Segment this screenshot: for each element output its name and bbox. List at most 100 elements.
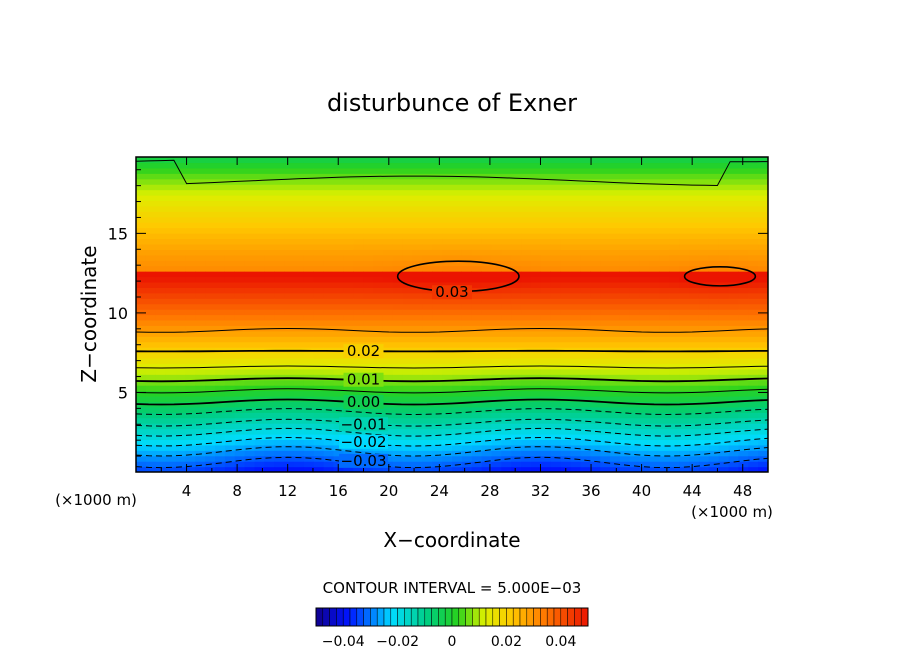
contour-cell [590,200,601,207]
contour-cell [580,412,591,419]
contour-cell [323,455,335,462]
contour-cell [521,439,532,446]
contour-cell [728,347,739,354]
contour-cell [323,450,335,457]
contour-cell [639,216,651,223]
contour-cell [392,368,404,375]
contour-cell [234,352,246,359]
contour-cell [728,401,739,408]
contour-cell [205,254,216,261]
contour-cell [679,319,690,326]
contour-cell [619,368,631,375]
contour-cell [205,233,216,240]
contour-cell [659,412,670,419]
contour-cell [353,271,364,278]
contour-cell [254,352,265,359]
contour-cell [333,189,344,196]
contour-cell [659,287,670,294]
contour-cell [145,379,157,386]
contour-cell [758,439,768,446]
contour-cell [412,167,423,174]
contour-cell [264,222,275,229]
contour-cell [274,233,285,240]
contour-cell [274,319,285,326]
contour-cell [639,271,651,278]
contour-cell [748,314,759,321]
contour-cell [511,184,522,191]
contour-cell [550,287,562,294]
contour-cell [392,406,404,413]
contour-cell [590,330,601,337]
contour-cell [758,298,768,305]
contour-cell [600,433,611,441]
contour-cell [284,401,295,408]
contour-cell [254,189,265,196]
contour-cell [708,298,720,305]
contour-cell [323,200,335,207]
contour-cell [313,450,325,457]
contour-cell [600,287,611,294]
contour-cell [254,173,265,180]
contour-cell [264,455,275,462]
contour-cell [570,216,581,223]
contour-cell [382,363,394,370]
contour-cell [738,287,749,294]
contour-cell [698,178,710,185]
contour-cell [758,374,768,381]
contour-cell [363,162,374,169]
contour-cell [511,200,522,207]
contour-cell [323,379,335,386]
contour-cell [452,390,463,397]
contour-cell [264,162,275,169]
contour-cell [303,466,315,472]
contour-cell [145,281,157,288]
contour-cell [531,401,542,408]
contour-cell [382,287,394,294]
contour-cell [195,200,206,207]
contour-cell [264,254,275,261]
contour-cell [698,428,710,435]
contour-cell [185,276,196,283]
contour-cell [175,205,186,212]
contour-cell [738,374,749,381]
contour-cell [590,265,601,272]
contour-cell [284,450,295,457]
contour-cell [452,439,463,446]
contour-cell [195,167,206,174]
contour-cell [521,243,532,250]
contour-cell [303,287,315,294]
contour-cell [185,195,196,202]
contour-cell [718,450,730,457]
contour-cell [333,227,344,234]
contour-cell [323,281,335,288]
contour-cell [274,238,285,245]
contour-cell [748,243,759,250]
contour-cell [629,374,641,381]
contour-cell [649,423,660,430]
contour-cell [531,461,542,468]
contour-cell [363,281,374,288]
y-axis-unit: (×1000 m) [691,503,773,521]
contour-cell [185,162,196,169]
contour-cell [698,238,710,245]
contour-cell [145,271,157,278]
contour-cell [165,276,177,283]
contour-cell [244,195,256,202]
contour-cell [274,390,285,397]
contour-cell [402,379,414,386]
contour-cell [679,238,690,245]
contour-cell [560,461,572,468]
contour-cell [205,390,216,397]
contour-cell [333,341,344,348]
contour-cell [452,466,463,472]
contour-cell [244,461,256,468]
contour-label: −0.02 [341,433,387,451]
contour-cell [353,189,364,196]
contour-cell [303,211,315,218]
contour-cell [244,287,256,294]
contour-cell [155,314,167,321]
contour-cell [402,222,414,229]
contour-cell [728,336,739,343]
contour-cell [215,216,226,223]
contour-cell [491,466,502,472]
